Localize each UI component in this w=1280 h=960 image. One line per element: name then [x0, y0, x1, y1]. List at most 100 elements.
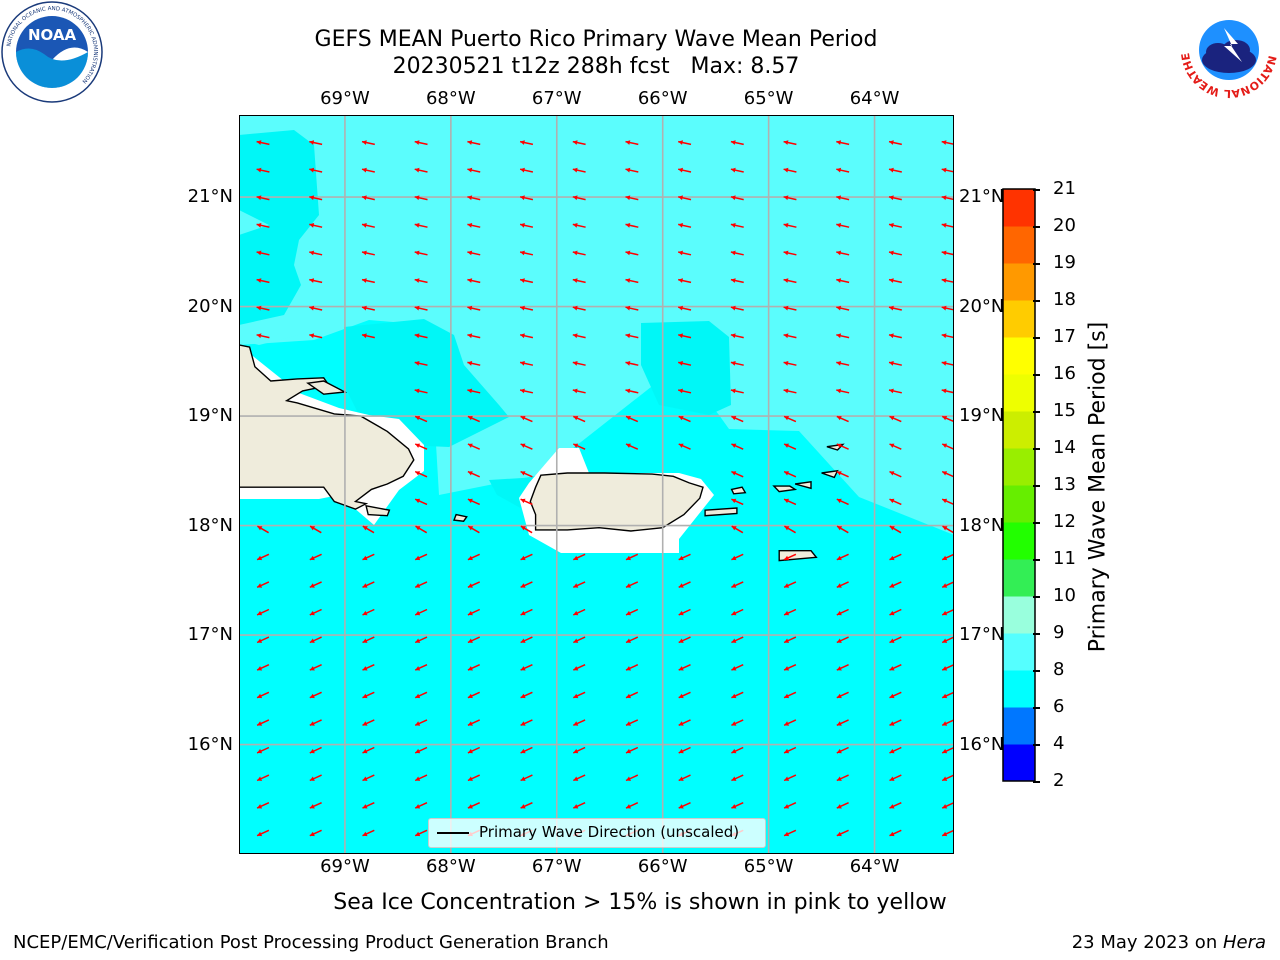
colorbar-segment [1003, 522, 1035, 560]
lon-tick-label-top: 69°W [320, 88, 370, 109]
wave-vector [362, 581, 375, 588]
wave-vector [414, 636, 428, 644]
wave-vector [783, 250, 797, 256]
wave-vector [888, 140, 902, 146]
wave-vector [467, 746, 481, 754]
wave-vector [941, 664, 954, 671]
wave-vector [572, 167, 586, 173]
wave-vector [836, 140, 850, 146]
wave-vector [520, 802, 533, 809]
wave-vector [889, 802, 902, 809]
wave-vector [731, 498, 744, 506]
mona-island [453, 513, 468, 522]
wave-vector [467, 636, 481, 644]
wave-vector [888, 361, 902, 366]
wave-vector [414, 746, 428, 754]
lon-tick-label-bottom: 67°W [531, 856, 582, 877]
colorbar-tick-mark [1033, 337, 1040, 339]
wave-vector [520, 608, 533, 616]
wave-vector [362, 802, 375, 809]
wave-vector [678, 719, 691, 726]
wave-vector [731, 470, 744, 478]
wave-vector [783, 415, 797, 423]
wave-vector [572, 774, 586, 782]
wave-vector [572, 223, 586, 228]
colorbar-tick-mark [1033, 707, 1040, 709]
wave-vector [889, 691, 902, 699]
wave-vector [889, 553, 902, 561]
wave-vector [678, 636, 691, 644]
wave-vector [362, 553, 375, 561]
wave-vector [888, 278, 902, 284]
wave-vector [731, 774, 744, 782]
wave-vector [941, 443, 954, 450]
wave-vector [941, 470, 954, 478]
lon-tick-label-bottom: 66°W [637, 856, 688, 877]
wave-vector [414, 333, 428, 339]
graticule [239, 115, 954, 854]
legend-line-sample [437, 832, 469, 834]
wave-vector [836, 719, 849, 726]
wave-vector [520, 636, 533, 644]
wave-vector [572, 305, 586, 311]
wave-vector [256, 608, 270, 616]
wave-vector [362, 636, 375, 644]
wave-vector [678, 691, 691, 699]
wave-vector [361, 305, 375, 311]
colorbar-tick-mark [1033, 300, 1040, 302]
wave-vector [678, 415, 691, 423]
wave-vector [836, 664, 849, 671]
colorbar-segment [1003, 596, 1035, 634]
wave-vector [467, 608, 481, 616]
wave-vector [783, 746, 797, 754]
colorbar-tick-mark [1033, 485, 1040, 487]
wave-vector [414, 361, 428, 366]
wave-vector [731, 553, 744, 561]
wave-vector [414, 719, 428, 726]
wave-vector [362, 691, 375, 699]
wave-vector [519, 195, 534, 201]
wave-vector [678, 333, 692, 339]
wave-vector [309, 333, 323, 339]
wave-vector [783, 829, 797, 837]
wave-vector [625, 802, 639, 809]
wave-vector [414, 140, 428, 146]
wave-vector [889, 608, 902, 616]
wave-vector [889, 525, 902, 534]
wave-vector [519, 333, 534, 339]
period-band-6-8 [344, 319, 509, 447]
wave-vector [941, 553, 954, 561]
wave-vector [889, 774, 902, 782]
wave-vector [467, 333, 481, 339]
wave-vector [361, 250, 375, 256]
wave-vector [625, 361, 639, 366]
wave-vector [257, 525, 269, 534]
wave-vector [678, 361, 692, 366]
wave-vector [836, 333, 850, 339]
wave-vector [836, 553, 849, 561]
culebra-island [730, 486, 747, 495]
colorbar-tick-label: 9 [1053, 622, 1065, 643]
wave-vector [520, 719, 533, 726]
wave-vector [941, 250, 954, 256]
wave-vector [730, 388, 744, 394]
wave-vector [520, 774, 533, 782]
colorbar-segment [1003, 670, 1035, 708]
wave-vector [572, 553, 586, 561]
wave-vector [888, 388, 902, 394]
wave-vector [520, 525, 533, 534]
wave-vector [731, 581, 744, 588]
wave-vector [836, 636, 849, 644]
wave-vector [888, 223, 902, 228]
wave-vector [467, 664, 481, 671]
wave-direction-vectors [256, 140, 954, 837]
colorbar-tick-label: 4 [1053, 733, 1065, 754]
st-thomas-island [772, 485, 798, 493]
wave-vector [414, 443, 428, 450]
colorbar-segment [1003, 744, 1035, 782]
colorbar-tick-mark [1033, 633, 1040, 635]
wave-vector [678, 250, 692, 256]
wave-vector [941, 223, 954, 228]
wave-vector [678, 774, 691, 782]
wave-vector [519, 250, 534, 256]
